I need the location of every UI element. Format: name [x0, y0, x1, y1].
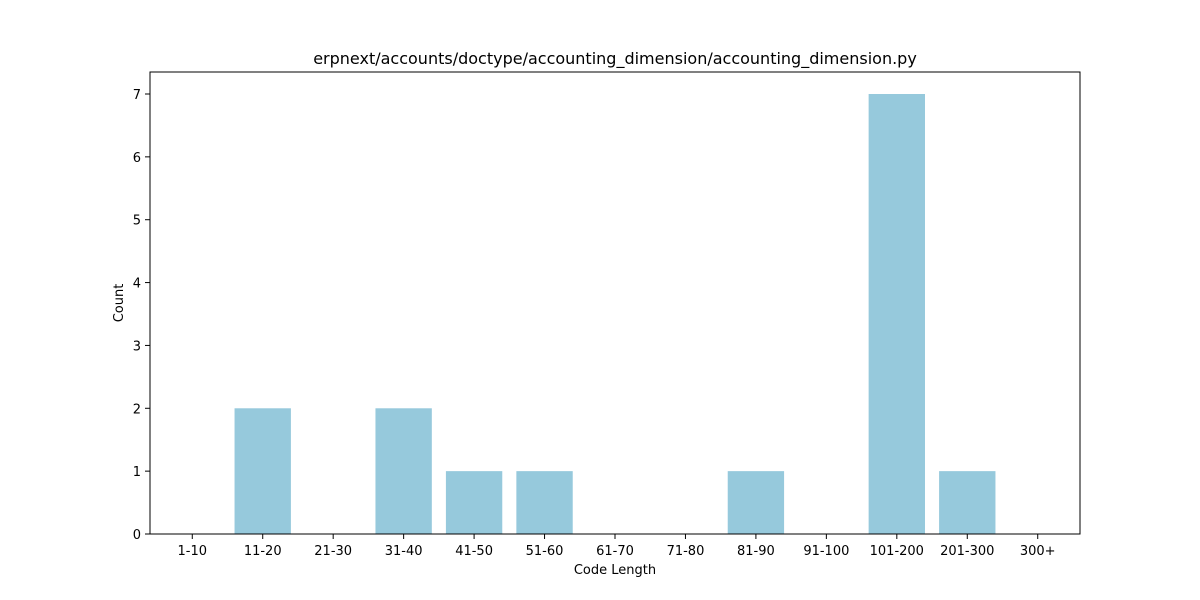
bar-51-60	[516, 471, 573, 534]
x-tick-label: 21-30	[314, 544, 352, 559]
bars-group	[234, 94, 996, 534]
bar-201-300	[939, 471, 996, 534]
x-tick-label: 51-60	[526, 544, 564, 559]
y-tick-label: 7	[133, 88, 141, 103]
x-tick-label: 201-300	[940, 544, 994, 559]
x-axis: 1-10 11-20 21-30 31-40 41-50 51-60 61-70 71-80 8…	[178, 534, 1056, 559]
y-tick-label: 0	[133, 528, 141, 543]
x-tick-label: 91-100	[803, 544, 849, 559]
y-tick-label: 6	[133, 151, 141, 166]
bar-31-40	[375, 408, 432, 534]
x-tick-label: 61-70	[596, 544, 634, 559]
y-tick-label: 5	[133, 214, 141, 229]
x-tick-label: 300+	[1020, 544, 1056, 559]
x-tick-label: 81-90	[737, 544, 775, 559]
x-tick-label: 1-10	[178, 544, 208, 559]
chart-title: erpnext/accounts/doctype/accounting_dime…	[313, 49, 917, 69]
y-tick-label: 4	[133, 277, 141, 292]
x-tick-label: 31-40	[385, 544, 423, 559]
bar-81-90	[727, 471, 785, 534]
bar-11-20	[234, 408, 291, 534]
x-tick-label: 41-50	[455, 544, 493, 559]
x-tick-label: 11-20	[244, 544, 282, 559]
y-tick-label: 3	[133, 339, 141, 354]
bar-101-200	[868, 94, 925, 534]
x-tick-label: 101-200	[870, 544, 924, 559]
bar-41-50	[445, 471, 503, 534]
y-tick-label: 2	[133, 402, 141, 417]
y-axis: 0 1 2 3 4 5 6 7	[133, 88, 150, 543]
y-tick-label: 1	[133, 465, 141, 480]
x-axis-title: Code Length	[574, 563, 656, 578]
y-axis-title: Count	[112, 284, 127, 323]
x-tick-label: 71-80	[667, 544, 705, 559]
